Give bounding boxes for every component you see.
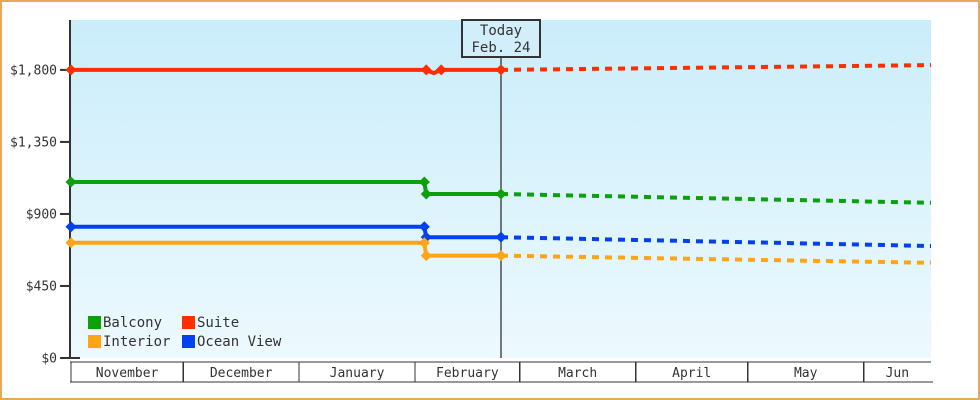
legend-label-balcony: Balcony (103, 314, 163, 331)
today-box: Today Feb. 24 (461, 19, 541, 58)
marker-diamond-balcony (418, 176, 430, 188)
legend-row: Interior Ocean View (88, 332, 281, 351)
y-tick-label: $1,800 (10, 63, 57, 78)
today-date: Feb. 24 (471, 40, 531, 56)
marker-diamond-suite (435, 64, 447, 76)
marker-diamond-interior (420, 250, 432, 262)
legend-item-balcony: Balcony (88, 315, 182, 331)
marker-diamond-balcony (420, 188, 432, 200)
suite-swatch-icon (182, 316, 195, 329)
price-line-suite (71, 67, 501, 76)
y-tick-label: $1,350 (10, 135, 57, 150)
month-label: Jun (886, 366, 909, 381)
marker-diamond-interior (495, 250, 507, 262)
month-label: May (794, 366, 818, 381)
month-label: January (330, 366, 385, 381)
month-label: November (96, 366, 159, 381)
marker-diamond-ocean-view (65, 221, 77, 233)
legend-label-ocean-view: Ocean View (197, 333, 282, 350)
legend-item-suite: Suite (182, 315, 239, 331)
forecast-line-balcony (500, 192, 932, 205)
marker-diamond-suite (65, 64, 77, 76)
forecast-line-interior (500, 253, 932, 265)
legend-row: Balcony Suite (88, 313, 281, 332)
marker-diamond-suite (495, 64, 507, 76)
month-label: March (558, 366, 597, 381)
marker-diamond-suite (420, 64, 432, 76)
y-tick-label: $900 (26, 207, 57, 222)
legend-label-suite: Suite (197, 314, 240, 331)
legend: Balcony Suite Interior Ocean View (88, 313, 281, 351)
marker-diamond-ocean-view (418, 221, 430, 233)
ocean-view-swatch-icon (182, 335, 195, 348)
forecast-line-suite (500, 63, 932, 72)
legend-item-interior: Interior (88, 334, 182, 350)
legend-label-interior: Interior (103, 333, 171, 350)
y-tick-label: $0 (41, 352, 57, 367)
price-line-ocean-view (71, 224, 501, 240)
y-tick-label: $450 (26, 279, 57, 294)
forecast-line-ocean-view (500, 235, 932, 248)
balcony-swatch-icon (88, 316, 101, 329)
price-line-interior (71, 240, 501, 258)
month-label: February (436, 366, 499, 381)
marker-diamond-ocean-view (495, 231, 507, 243)
month-label: December (210, 366, 273, 381)
marker-diamond-interior (418, 237, 430, 249)
marker-diamond-interior (65, 237, 77, 249)
marker-diamond-balcony (495, 188, 507, 200)
legend-item-ocean-view: Ocean View (182, 334, 281, 350)
price-line-balcony (71, 180, 501, 196)
interior-swatch-icon (88, 335, 101, 348)
marker-diamond-balcony (65, 176, 77, 188)
month-label: April (672, 366, 711, 381)
today-label: Today (479, 23, 523, 39)
